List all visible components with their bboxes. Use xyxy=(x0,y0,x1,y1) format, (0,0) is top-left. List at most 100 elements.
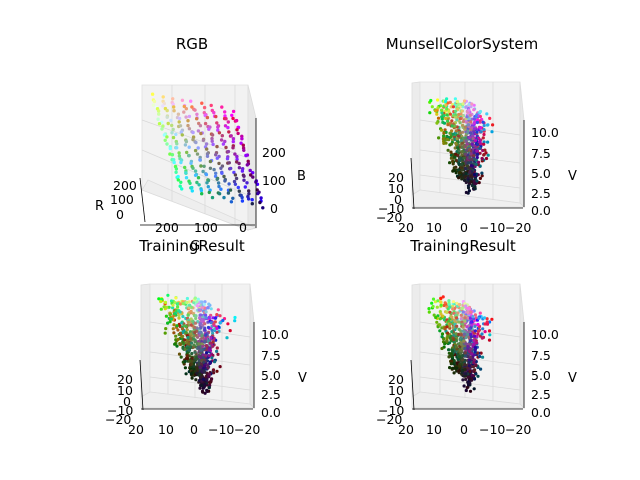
data-point xyxy=(212,322,216,326)
data-point xyxy=(222,195,226,200)
data-point xyxy=(478,119,482,123)
x-tick-label: −20 xyxy=(234,422,260,437)
data-point xyxy=(165,108,169,113)
data-point xyxy=(185,150,189,155)
data-point xyxy=(438,310,442,314)
data-point xyxy=(437,136,441,140)
data-point xyxy=(451,105,455,109)
data-point xyxy=(472,358,477,362)
z-tick-label: 2.5 xyxy=(261,387,281,402)
data-point xyxy=(179,342,183,346)
data-point xyxy=(490,130,494,134)
data-point xyxy=(457,327,461,331)
data-point xyxy=(195,304,199,308)
data-point xyxy=(472,108,476,112)
data-point xyxy=(214,114,218,119)
data-point xyxy=(463,319,467,323)
data-point xyxy=(189,161,193,165)
data-point xyxy=(230,113,234,118)
data-point xyxy=(467,364,471,368)
data-point xyxy=(180,187,184,191)
data-point xyxy=(225,336,229,340)
data-point xyxy=(447,299,451,303)
data-point xyxy=(169,317,173,321)
data-point xyxy=(457,364,462,368)
data-point xyxy=(440,115,444,119)
data-point xyxy=(205,115,210,120)
data-point xyxy=(478,146,482,150)
data-point xyxy=(443,301,447,305)
data-point xyxy=(198,366,202,370)
data-point xyxy=(440,108,444,112)
data-point xyxy=(456,146,460,150)
data-point xyxy=(463,368,467,372)
y-tick-label: −10 xyxy=(378,403,404,418)
data-point xyxy=(217,131,222,135)
data-point xyxy=(459,342,463,346)
z-axis-label: B xyxy=(297,169,306,184)
data-point xyxy=(444,141,448,145)
data-point xyxy=(152,99,157,104)
data-point xyxy=(462,384,466,388)
data-point xyxy=(229,200,234,204)
data-point xyxy=(175,142,179,146)
data-point xyxy=(181,314,185,319)
data-point xyxy=(176,178,180,182)
y-axis-label: G xyxy=(190,239,200,254)
data-point xyxy=(240,134,244,138)
data-point xyxy=(161,124,165,128)
data-point xyxy=(178,331,182,336)
data-point xyxy=(177,116,182,121)
data-point xyxy=(447,303,451,307)
data-point xyxy=(441,314,445,318)
data-point xyxy=(465,115,469,119)
data-point xyxy=(232,179,237,184)
data-point xyxy=(185,328,189,332)
data-point xyxy=(237,166,242,170)
data-point xyxy=(215,349,219,353)
data-point xyxy=(445,310,449,314)
data-point xyxy=(233,182,238,186)
data-point xyxy=(169,118,173,123)
data-point xyxy=(191,166,195,170)
data-point xyxy=(442,131,446,135)
data-point xyxy=(464,190,468,195)
data-point xyxy=(234,176,239,181)
data-point xyxy=(439,296,443,300)
pane-floor xyxy=(411,391,525,409)
data-point xyxy=(175,324,179,328)
data-point xyxy=(192,300,196,305)
x-tick-label: 20 xyxy=(128,422,144,437)
data-point xyxy=(446,123,450,127)
data-point xyxy=(179,160,183,165)
data-point xyxy=(468,170,472,175)
data-point xyxy=(457,171,462,175)
data-point xyxy=(226,125,230,130)
data-point xyxy=(480,336,484,340)
data-point xyxy=(488,333,492,337)
y-tick-label: 20 xyxy=(388,170,404,185)
data-point xyxy=(468,358,472,362)
data-point xyxy=(454,332,458,336)
data-point xyxy=(473,324,477,328)
data-point xyxy=(463,175,467,179)
data-point xyxy=(251,175,255,179)
data-point xyxy=(453,109,458,113)
data-point xyxy=(187,153,191,158)
chart-title: TrainingResult xyxy=(409,237,516,255)
data-point xyxy=(466,131,470,135)
data-point xyxy=(468,147,472,151)
y-tick-label: −20 xyxy=(376,210,402,225)
data-point xyxy=(475,341,479,345)
data-point xyxy=(464,136,468,140)
data-point xyxy=(198,330,202,334)
data-point xyxy=(190,376,194,380)
data-point xyxy=(241,143,245,147)
data-point xyxy=(486,123,490,127)
data-point xyxy=(450,138,454,142)
data-point xyxy=(200,300,204,304)
data-point xyxy=(206,366,210,370)
data-point xyxy=(486,153,490,157)
data-point xyxy=(473,368,477,372)
data-point xyxy=(205,181,209,185)
